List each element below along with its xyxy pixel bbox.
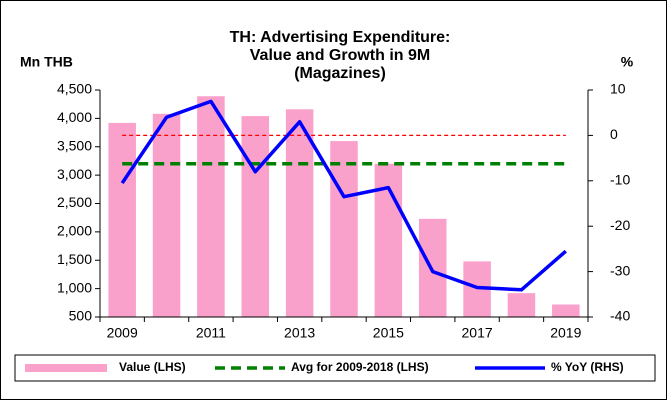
y-axis-label: Mn THB bbox=[20, 54, 73, 70]
y2-tick-label: -20 bbox=[610, 217, 630, 233]
y-tick-label: 1,500 bbox=[57, 251, 92, 267]
x-tick-label: 2011 bbox=[196, 325, 226, 341]
legend-label: Avg for 2009-2018 (LHS) bbox=[291, 360, 429, 374]
y-tick-label: 4,000 bbox=[57, 109, 92, 125]
x-tick-label: 2015 bbox=[373, 325, 404, 341]
chart-title: (Magazines) bbox=[294, 65, 386, 82]
legend-swatch bbox=[25, 364, 107, 372]
y2-tick-label: 10 bbox=[610, 81, 626, 97]
y2-tick-label: -30 bbox=[610, 262, 630, 278]
chart-title: TH: Advertising Expenditure: bbox=[230, 29, 451, 46]
x-tick-label: 2017 bbox=[462, 325, 493, 341]
bar bbox=[285, 109, 314, 317]
x-tick-label: 2009 bbox=[107, 325, 138, 341]
x-tick-label: 2019 bbox=[550, 325, 581, 341]
y-tick-label: 2,500 bbox=[57, 194, 92, 210]
bar bbox=[241, 116, 270, 317]
bar bbox=[552, 304, 580, 317]
bar bbox=[152, 113, 181, 318]
y-tick-label: 2,000 bbox=[57, 223, 92, 239]
y-tick-label: 1,000 bbox=[57, 279, 92, 295]
y-tick-label: 3,500 bbox=[57, 137, 92, 153]
legend-box bbox=[14, 354, 656, 382]
line-series bbox=[120, 99, 567, 292]
y2-tick-label: -10 bbox=[610, 172, 630, 188]
x-tick-label: 2013 bbox=[284, 325, 315, 341]
y-tick-label: 3,000 bbox=[57, 166, 92, 182]
y-tick-label: 4,500 bbox=[57, 81, 92, 97]
chart-title: Value and Growth in 9M bbox=[250, 47, 430, 64]
legend-label: Value (LHS) bbox=[119, 360, 186, 374]
bar bbox=[507, 293, 536, 317]
y-tick-label: 500 bbox=[69, 308, 93, 324]
y2-axis-label: % bbox=[621, 54, 634, 70]
bar bbox=[197, 96, 225, 318]
y2-tick-label: 0 bbox=[610, 126, 618, 142]
bar bbox=[330, 141, 358, 317]
y2-tick-label: -40 bbox=[610, 308, 630, 324]
legend-label: % YoY (RHS) bbox=[551, 360, 624, 374]
bar bbox=[108, 122, 136, 317]
